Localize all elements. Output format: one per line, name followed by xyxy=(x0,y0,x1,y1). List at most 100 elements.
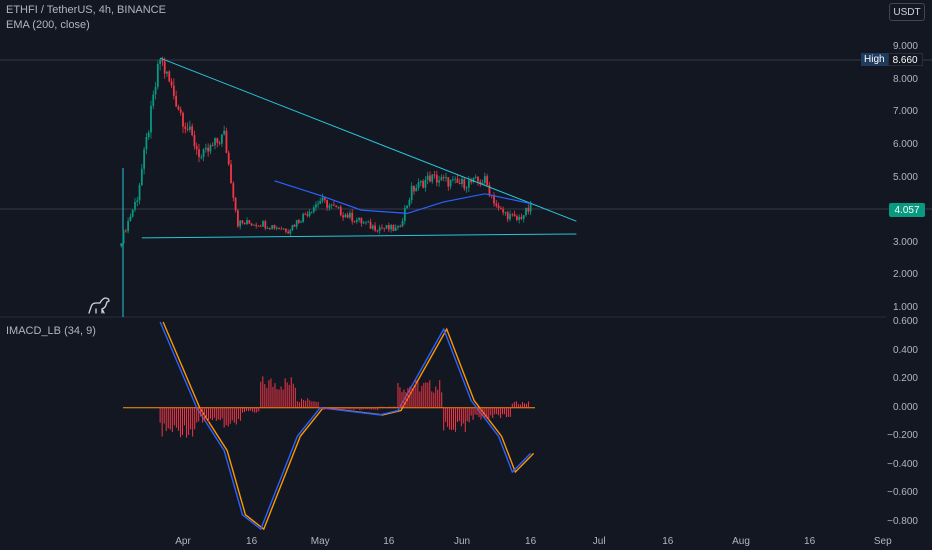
time-axis-label: May xyxy=(310,536,330,547)
candle-body xyxy=(529,203,532,212)
price-axis-label: 2.000 xyxy=(892,269,918,281)
price-axis-label: 5.000 xyxy=(892,171,918,183)
candle-body xyxy=(257,225,260,227)
candle-body xyxy=(259,225,262,227)
candle-body xyxy=(458,182,461,184)
candle-body xyxy=(140,168,143,186)
candle-body xyxy=(172,85,175,96)
imacd-legend[interactable]: IMACD_LB (34, 9) xyxy=(6,325,96,337)
candle-body xyxy=(150,105,152,133)
candle-body xyxy=(193,135,196,147)
candle-body xyxy=(451,179,454,181)
candle-body xyxy=(278,227,280,229)
candle-body xyxy=(145,137,148,150)
candle-body xyxy=(179,109,182,113)
price-axis-label: 9.000 xyxy=(892,41,918,52)
candle-body xyxy=(522,215,525,219)
candle-body xyxy=(447,177,450,187)
time-axis-label: Apr xyxy=(175,536,191,547)
candle-body xyxy=(280,228,283,230)
candle-body xyxy=(481,182,484,185)
candle-body xyxy=(195,146,198,150)
candle-body xyxy=(415,188,418,192)
candle-body xyxy=(433,174,436,176)
indicator-axis-label: 0.200 xyxy=(892,373,918,385)
candle-body xyxy=(223,130,226,135)
candle-body xyxy=(488,185,491,195)
ema-legend[interactable]: EMA (200, close) xyxy=(6,19,90,31)
candle-body xyxy=(474,176,477,178)
price-axis-label: 1.000 xyxy=(892,302,918,313)
candle-body xyxy=(312,207,315,212)
candle-body xyxy=(349,212,351,218)
candle-body xyxy=(170,81,173,86)
candle-body xyxy=(442,177,445,178)
candle-body xyxy=(138,185,141,201)
candle-body xyxy=(511,214,514,216)
candle-body xyxy=(310,211,313,213)
candle-body xyxy=(293,225,296,227)
currency-button[interactable]: USDT xyxy=(889,3,925,21)
candle-body xyxy=(435,174,438,183)
candle-body xyxy=(246,220,248,224)
candle-body xyxy=(456,178,459,183)
candle-body xyxy=(371,225,374,229)
candle-body xyxy=(429,175,431,182)
candle-body xyxy=(255,224,258,226)
candle-body xyxy=(483,176,486,183)
time-axis-label: 16 xyxy=(662,536,674,547)
candle-body xyxy=(152,94,155,106)
candle-body xyxy=(467,180,470,188)
candle-body xyxy=(470,180,473,183)
candle-body xyxy=(408,199,411,206)
macd-line xyxy=(159,321,532,531)
candle-body xyxy=(154,86,157,95)
candle-body xyxy=(445,177,447,179)
candle-body xyxy=(163,61,166,74)
candle-body xyxy=(401,220,404,227)
candle-body xyxy=(527,207,530,212)
candle-body xyxy=(365,222,367,224)
candle-body xyxy=(504,212,507,214)
candle-body xyxy=(166,71,168,74)
candle-body xyxy=(385,225,388,229)
candle-body xyxy=(369,221,372,229)
candle-body xyxy=(339,206,342,216)
candle-body xyxy=(390,225,393,230)
candle-body xyxy=(317,203,319,205)
candle-body xyxy=(266,228,269,229)
candle-body xyxy=(449,179,452,187)
candle-body xyxy=(300,221,302,223)
candle-body xyxy=(319,200,322,204)
candle-body xyxy=(417,182,420,189)
candle-body xyxy=(525,207,527,216)
candle-body xyxy=(335,205,338,208)
candle-body xyxy=(479,181,482,185)
time-axis-label: Jul xyxy=(592,536,606,547)
candle-body xyxy=(419,181,422,183)
candle-body xyxy=(136,200,139,202)
candle-body xyxy=(297,220,300,223)
candle-body xyxy=(376,230,379,232)
candle-body xyxy=(289,230,292,234)
resistance-trendline xyxy=(159,57,577,222)
candle-body xyxy=(186,128,189,130)
indicator-axis-label: −0.400 xyxy=(887,458,918,470)
candle-body xyxy=(518,216,521,220)
signal-line xyxy=(162,321,535,531)
candle-body xyxy=(509,214,511,220)
support-trendline xyxy=(141,233,577,239)
candle-body xyxy=(269,228,271,229)
candle-body xyxy=(134,201,136,210)
candle-body xyxy=(399,226,402,227)
candle-body xyxy=(131,209,134,217)
candle-body xyxy=(353,221,356,223)
price-axis-label: 7.000 xyxy=(892,106,918,118)
candle-body xyxy=(214,138,216,146)
candle-body xyxy=(182,112,184,127)
high-price-tag: High 8.660 xyxy=(861,53,923,66)
candle-body xyxy=(360,217,363,224)
time-axis-label: 16 xyxy=(525,536,537,547)
candle-body xyxy=(161,59,164,62)
